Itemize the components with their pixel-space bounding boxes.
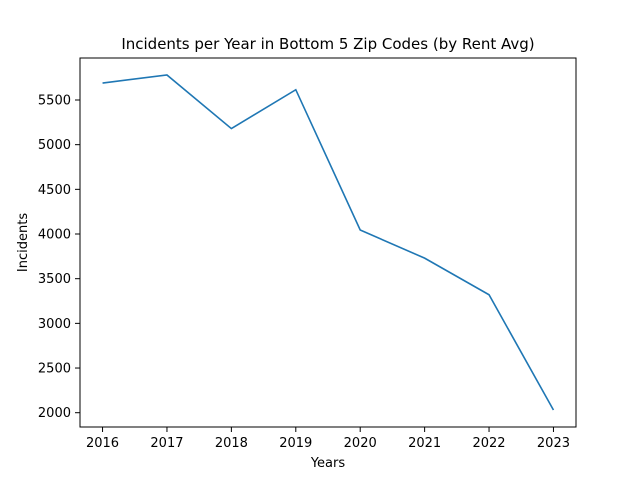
y-tick-label: 5500	[38, 93, 71, 108]
plot-frame	[79, 57, 577, 428]
y-tick-label: 2000	[38, 406, 71, 421]
x-tick-label: 2022	[472, 436, 505, 451]
x-tick-label: 2019	[279, 436, 312, 451]
y-axis: 2000 2500 3000 3500 4000 4500 5000 5500	[38, 93, 80, 421]
y-tick-label: 2500	[38, 362, 71, 377]
x-tick-label: 2016	[86, 436, 119, 451]
y-axis-label: Incidents	[16, 213, 31, 272]
x-axis: 2016 2017 2018 2019 2020 2021 2022 2023	[86, 427, 570, 451]
y-tick-label: 5000	[38, 138, 71, 153]
x-tick-label: 2017	[150, 436, 183, 451]
x-tick-label: 2020	[344, 436, 377, 451]
series-line	[102, 74, 555, 411]
x-tick-label: 2021	[408, 436, 441, 451]
x-tick-label: 2023	[537, 436, 570, 451]
plot-area	[102, 74, 555, 411]
chart-title: Incidents per Year in Bottom 5 Zip Codes…	[121, 35, 534, 53]
x-axis-label: Years	[310, 456, 346, 471]
y-tick-label: 4000	[38, 228, 71, 243]
y-tick-label: 3000	[38, 317, 71, 332]
y-tick-label: 3500	[38, 272, 71, 287]
y-tick-label: 4500	[38, 183, 71, 198]
x-tick-label: 2018	[215, 436, 248, 451]
